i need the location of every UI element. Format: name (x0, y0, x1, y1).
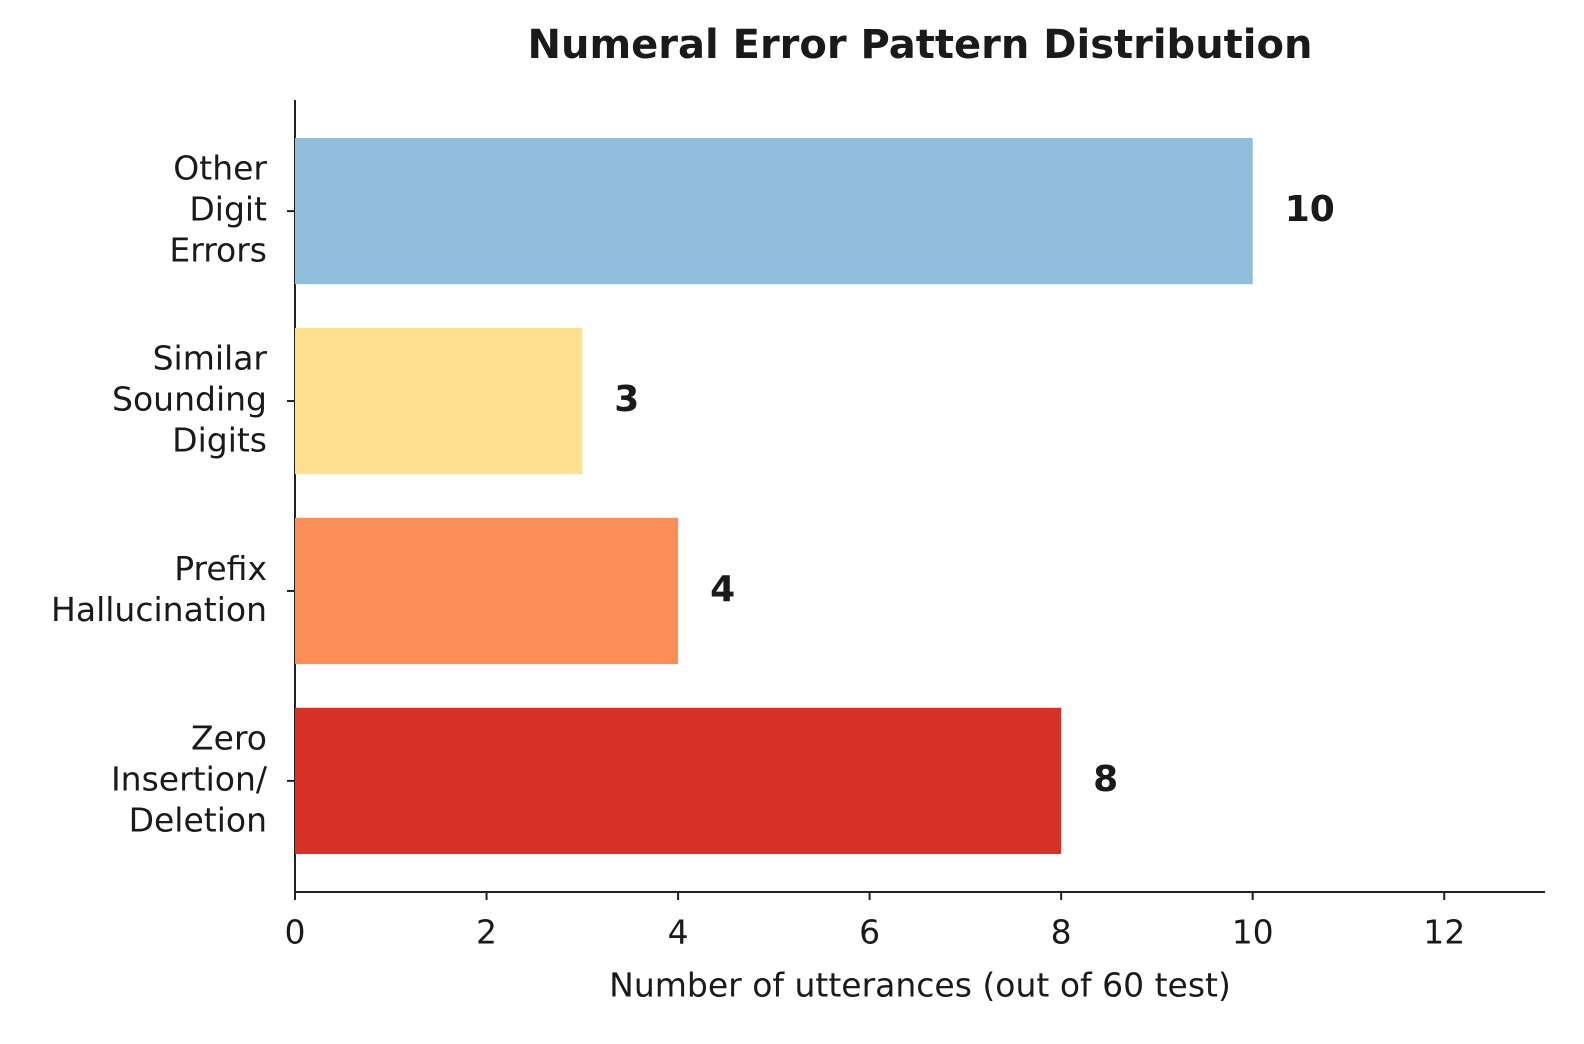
y-tick-label: Zero (191, 718, 267, 757)
chart-title: Numeral Error Pattern Distribution (528, 22, 1313, 68)
y-tick-label: Sounding (112, 380, 267, 419)
x-tick-label: 0 (285, 913, 306, 952)
bar (295, 517, 679, 665)
y-tick-label: Errors (169, 231, 267, 270)
y-tick-label: Prefix (174, 549, 267, 588)
x-tick-label: 8 (1051, 913, 1072, 952)
x-axis-label: Number of utterances (out of 60 test) (609, 966, 1231, 1005)
x-tick-label: 4 (668, 913, 689, 952)
x-tick-label: 12 (1423, 913, 1465, 952)
x-tick-label: 2 (476, 913, 497, 952)
y-tick-label: Other (173, 149, 267, 188)
y-tick-label: Digits (172, 421, 267, 460)
y-tick-label: Hallucination (51, 590, 267, 629)
x-tick-label: 6 (859, 913, 880, 952)
value-label: 4 (710, 569, 735, 610)
bar (295, 327, 583, 475)
value-label: 10 (1285, 189, 1335, 230)
y-tick-label: Similar (153, 339, 268, 378)
x-tick-label: 10 (1232, 913, 1274, 952)
y-tick-label: Insertion/ (111, 759, 268, 798)
y-tick-label: Deletion (129, 800, 267, 839)
bar (295, 707, 1062, 855)
value-label: 8 (1093, 759, 1118, 800)
value-label: 3 (614, 379, 639, 420)
y-tick-label: Digit (189, 190, 267, 229)
bar (295, 137, 1253, 285)
